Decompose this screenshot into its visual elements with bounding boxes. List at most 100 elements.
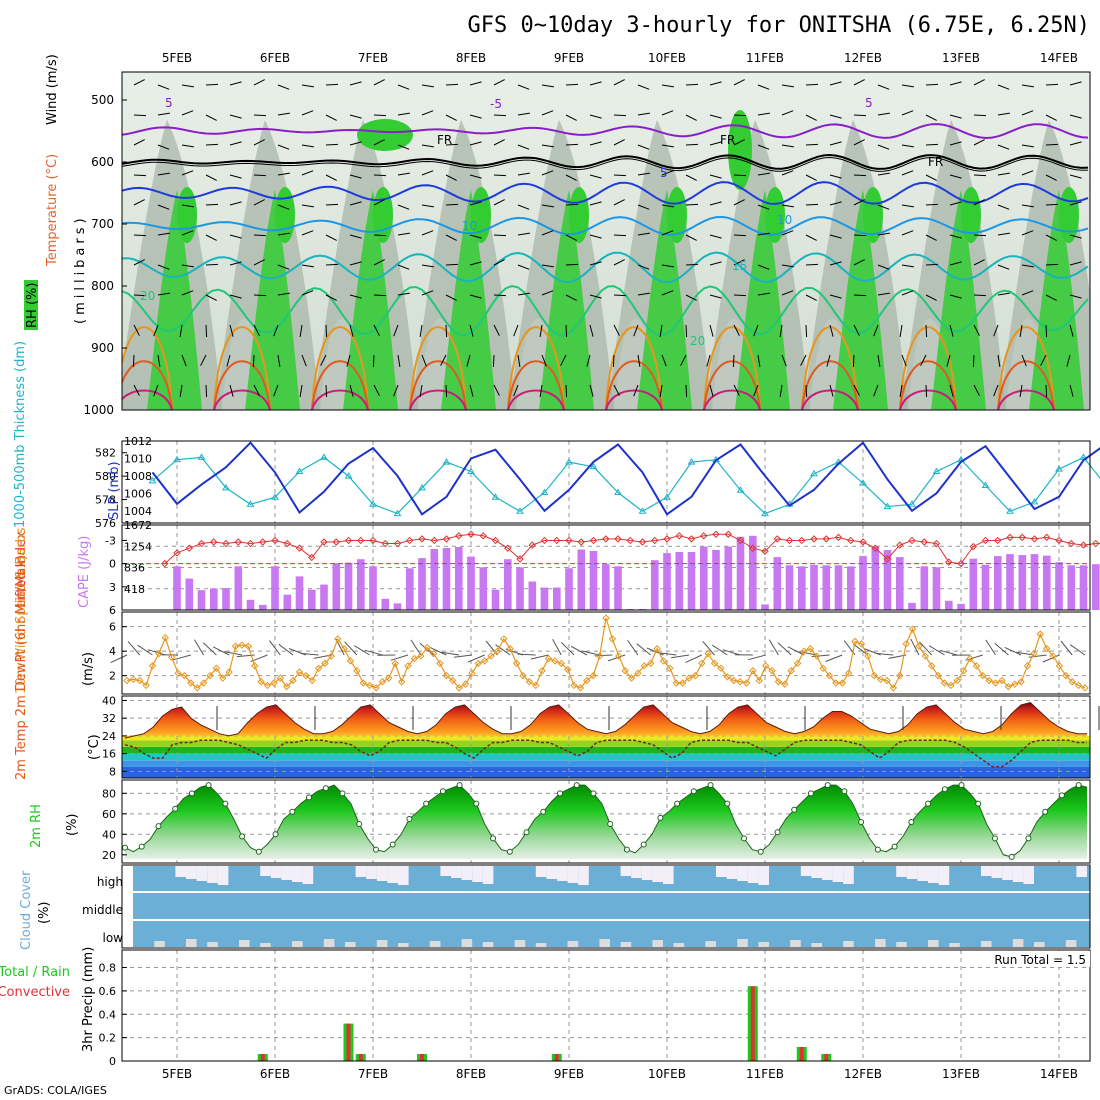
cloud-gap-high (451, 866, 462, 878)
cloud-level-low: low (103, 931, 124, 945)
wind-barb-10m (202, 642, 217, 656)
wind-speed-point (512, 659, 521, 668)
wind-barb (1021, 264, 1034, 268)
precip-convective-bar (346, 1023, 351, 1061)
wind-barb-10m (702, 641, 715, 656)
wind-barb (157, 292, 170, 296)
wind-barb (565, 294, 577, 301)
wind-barb (229, 261, 242, 266)
cloud-cover-bars (122, 866, 1090, 947)
cape-lifted-index-marks (122, 530, 1100, 610)
wind-speed-point (193, 684, 201, 692)
wind-barb (1021, 230, 1034, 236)
wind-speed-point (314, 664, 323, 673)
date-label-top: 9FEB (554, 51, 584, 65)
wind-barb (781, 354, 787, 367)
wind-speed-point (442, 671, 451, 680)
cape-bar (945, 600, 953, 610)
wind-barb (853, 384, 860, 396)
wind-barb (633, 324, 639, 337)
cape-bar (467, 556, 475, 610)
cape-bar (663, 553, 671, 610)
wind-barb (419, 324, 423, 337)
ylabel-total-rain: Total / Rain (0, 965, 70, 980)
cape-bar (381, 598, 390, 610)
wind-frame (121, 611, 1091, 695)
wind-barb (229, 174, 242, 179)
rh-point (389, 841, 396, 848)
lifted-index-point (491, 536, 500, 545)
axis-tick-label: 1012 (124, 435, 152, 448)
wind-barb (826, 354, 831, 367)
lifted-index-point (651, 536, 659, 545)
cape-bar (773, 557, 782, 610)
surface-temp-contour (311, 389, 369, 410)
ylabel-thickness: 1000-500mb Thickness (dm) (13, 341, 28, 528)
rh-moist-core (833, 190, 888, 410)
cloud-gap-low (398, 943, 409, 947)
wind-barb (1045, 263, 1059, 266)
cape-bar (332, 563, 341, 610)
wind-speed-point (474, 659, 482, 668)
cloud-gap-high (440, 866, 451, 876)
cape-bar (847, 566, 855, 610)
wind-barb-10m (722, 649, 741, 656)
rh-moist-cell (667, 187, 687, 243)
lifted-index-point (185, 544, 193, 552)
temperature-contour (122, 215, 1089, 236)
wind-barb (253, 174, 267, 177)
cloud-gap-high (641, 866, 653, 880)
cape-bar (528, 581, 537, 610)
cloud-gap-high (461, 866, 473, 880)
lifted-index-point (932, 539, 941, 548)
wind-speed-point (870, 671, 878, 680)
lifted-index-line (164, 533, 1100, 565)
wind-speed-point (1017, 678, 1025, 686)
wind-barb (301, 290, 314, 296)
thickness-point (736, 486, 745, 493)
wind-barb (680, 354, 687, 366)
wind-barb (133, 114, 147, 117)
wind-speed-point (876, 675, 885, 684)
date-label-bottom: 9FEB (554, 1067, 584, 1081)
cloud-gap-high (546, 866, 557, 879)
wind-barb (469, 114, 482, 119)
wind-barb (1045, 143, 1059, 146)
wind-barb-10m (1016, 651, 1034, 656)
lifted-index-point (1092, 539, 1100, 548)
wind-barb (757, 354, 761, 367)
temp-colour-bands (122, 735, 1090, 778)
wind-speed-point (730, 676, 738, 685)
cloud-gap-high (366, 866, 377, 879)
wind-barb (637, 112, 650, 116)
axis-tick-label: 2 (109, 670, 116, 683)
thickness-point (859, 479, 867, 486)
wind-barb (709, 261, 722, 266)
wind-barb-10m (453, 654, 472, 658)
wind-barb (709, 324, 714, 337)
ylabel-cloud: Cloud Cover (19, 870, 34, 950)
wind-barb-10m (646, 647, 664, 656)
wind-gridlines (122, 612, 1090, 694)
cape-bar (896, 557, 904, 610)
wind-speed-point (928, 662, 936, 670)
temperature-contour (122, 251, 1089, 284)
wind-speed-point (857, 640, 866, 648)
wind-barb (925, 234, 937, 241)
rh-point (674, 800, 681, 807)
cape-bar (834, 565, 843, 610)
thickness-point (320, 453, 328, 460)
wind-barb (421, 230, 434, 236)
wind-barb (973, 259, 985, 266)
ylabel-cloud-unit: (%) (37, 902, 52, 925)
wind-barb (877, 204, 890, 210)
wind-barb (589, 261, 602, 266)
cape-bar (357, 559, 365, 610)
wind-barb-10m (581, 650, 600, 656)
wind-barb (877, 292, 890, 296)
cloud-gap-high (186, 866, 197, 879)
wind-speed-point (544, 654, 553, 663)
wind-barb (157, 354, 161, 367)
cloud-gap-low (737, 939, 748, 947)
cape-bar (785, 565, 794, 610)
